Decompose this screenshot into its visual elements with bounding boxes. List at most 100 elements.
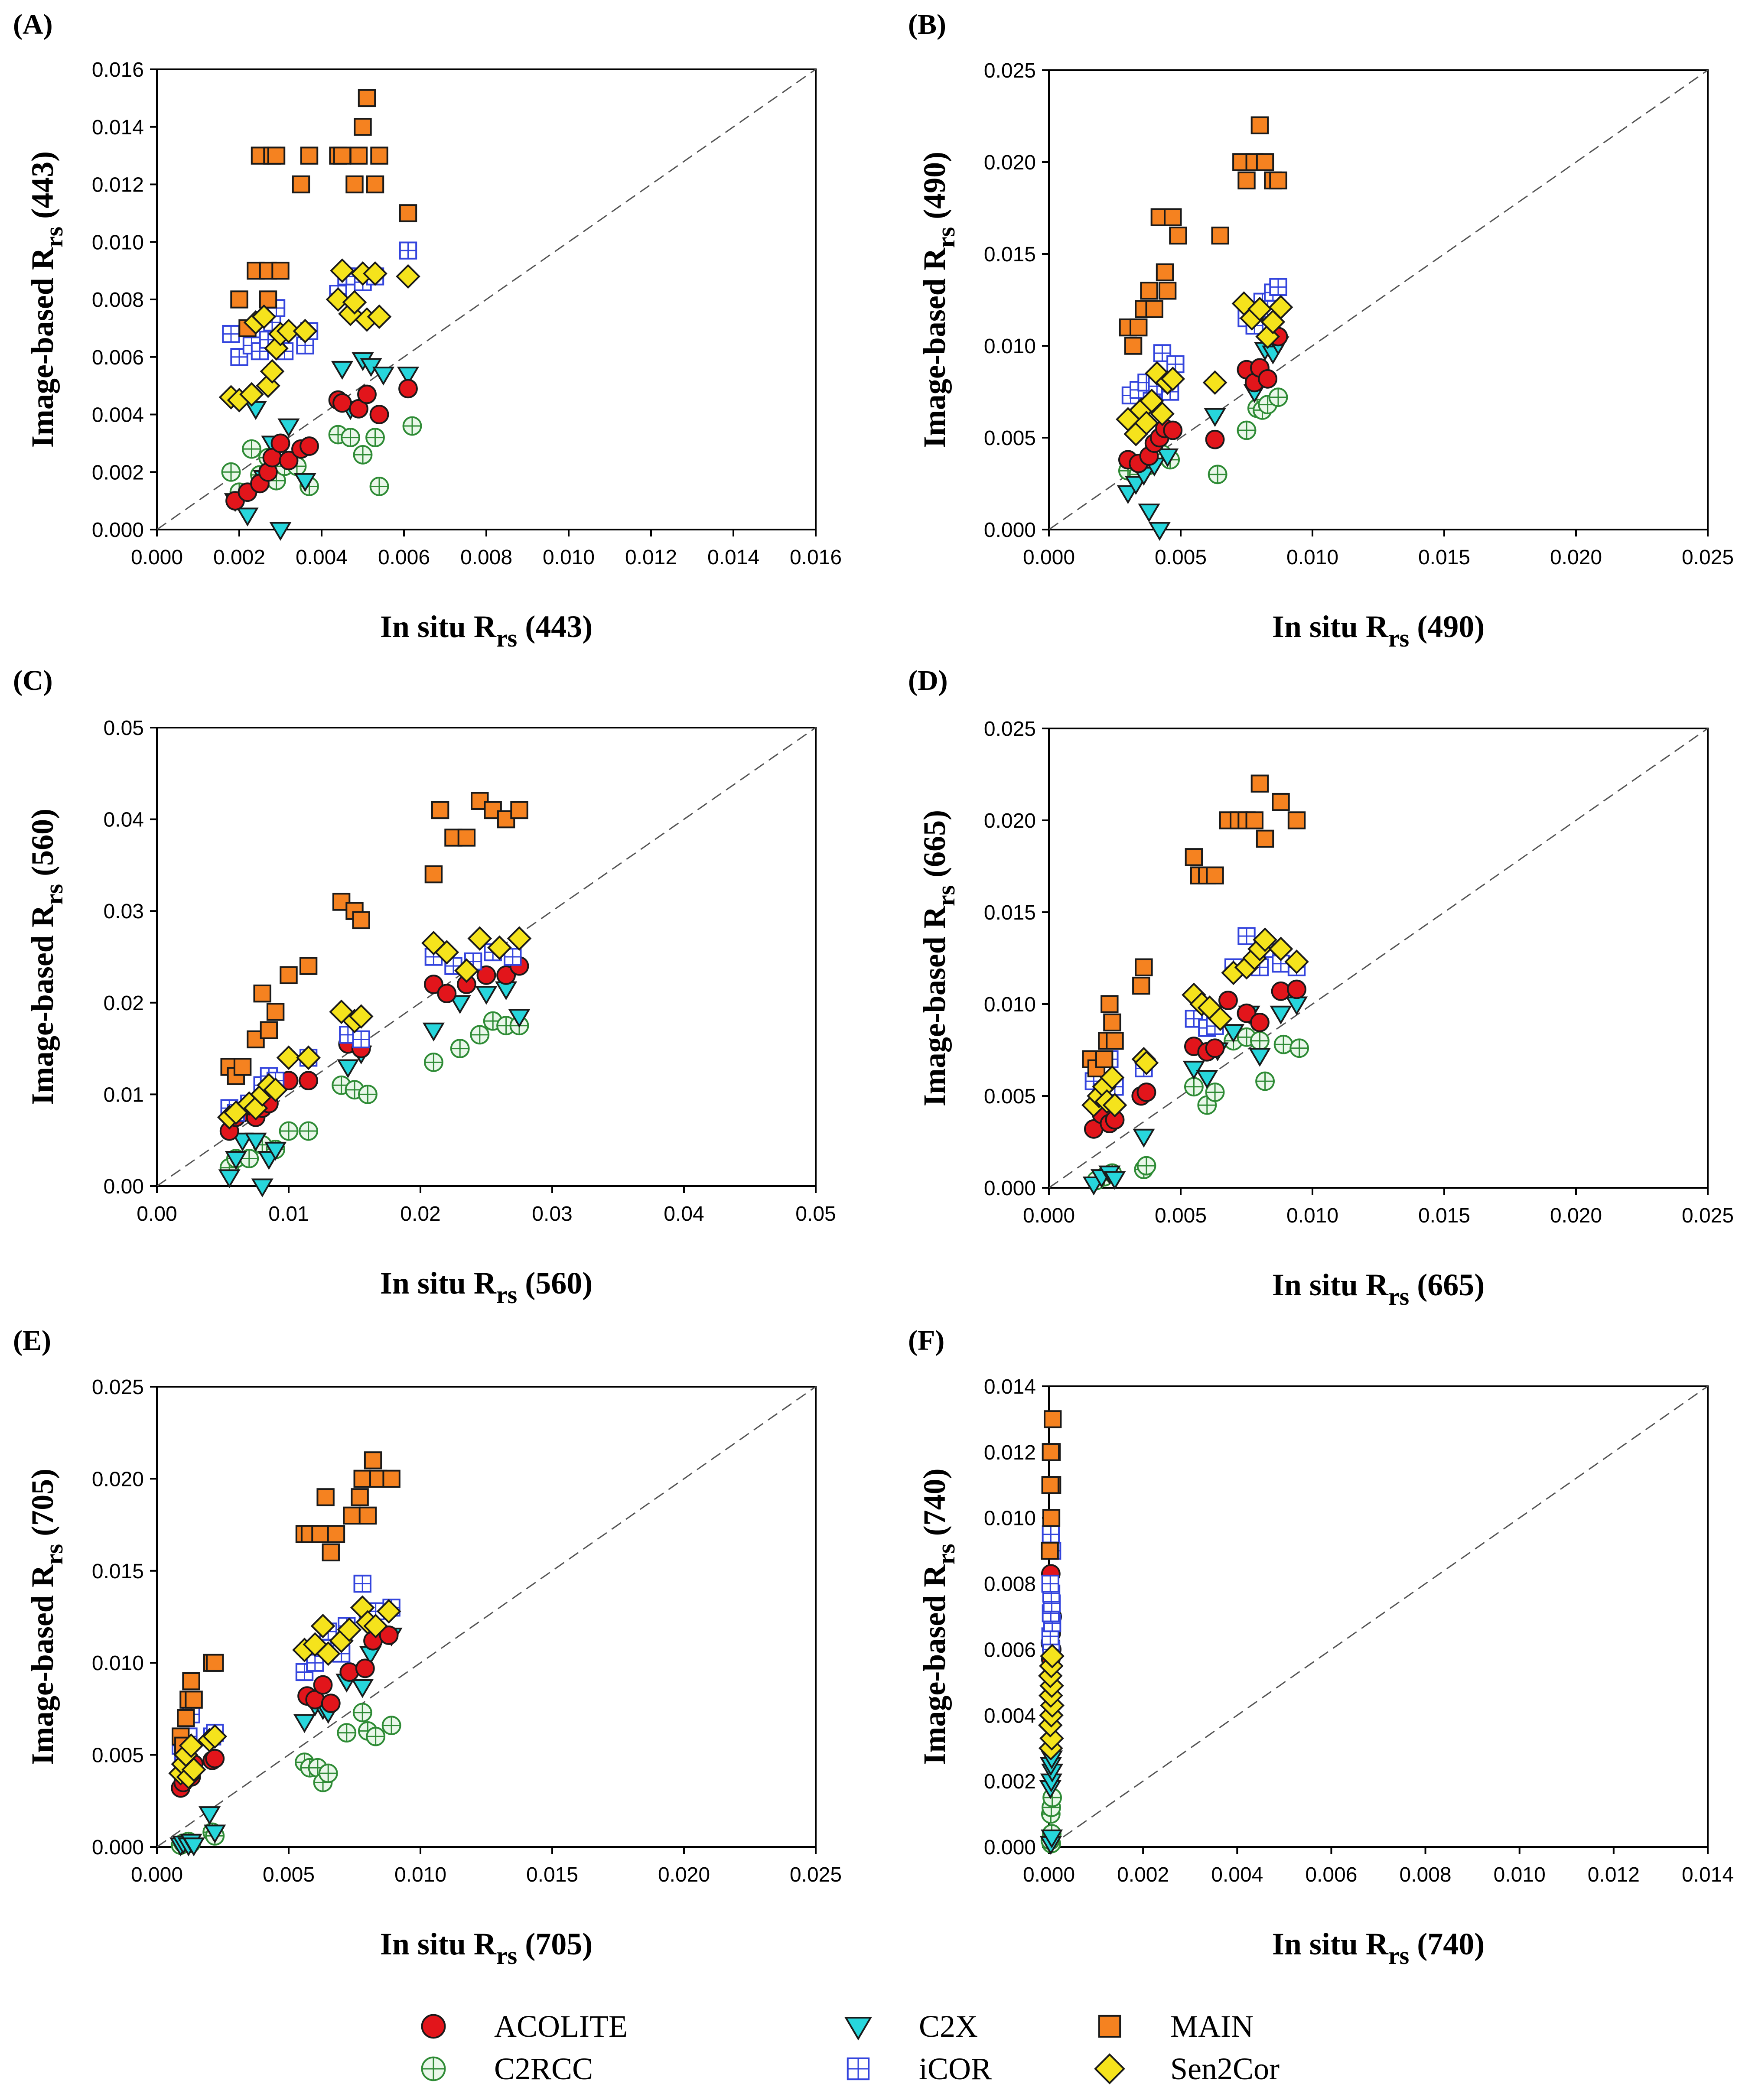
point-main xyxy=(349,146,368,165)
point-sen2cor xyxy=(1202,370,1228,395)
y-tick-label: 0.00 xyxy=(104,1175,144,1198)
point-main xyxy=(206,1654,224,1672)
y-tick-label: 0.000 xyxy=(92,1836,144,1859)
point-sen2cor xyxy=(1134,1050,1159,1076)
x-tick-label: 0.000 xyxy=(131,546,183,569)
point-sen2cor xyxy=(263,1077,288,1102)
x-axis-title: In situ Rrs (740) xyxy=(1272,1927,1485,1970)
series-sen2cor xyxy=(168,1595,401,1789)
x-tick-label: 0.00 xyxy=(137,1203,177,1226)
series-sen2cor xyxy=(217,926,532,1130)
point-sen2cor xyxy=(348,1004,374,1029)
point-sen2cor xyxy=(1253,927,1277,952)
point-c2rcc xyxy=(1289,1038,1309,1058)
point-c2rcc xyxy=(366,1726,386,1746)
y-tick-label: 0.015 xyxy=(92,1560,144,1583)
y-tick-label: 0.015 xyxy=(984,243,1036,266)
point-sen2cor xyxy=(342,290,367,315)
point-c2rcc xyxy=(279,1121,299,1141)
point-c2x xyxy=(269,522,292,541)
point-sen2cor xyxy=(179,1733,204,1758)
point-acolite xyxy=(357,384,377,404)
point-c2rcc xyxy=(341,428,360,447)
point-c2x xyxy=(1182,1060,1205,1080)
y-tick-label: 0.012 xyxy=(984,1441,1036,1464)
point-c2x xyxy=(508,1009,531,1028)
point-c2x xyxy=(1156,448,1179,468)
legend-marker xyxy=(421,2056,446,2081)
point-sen2cor xyxy=(363,261,387,286)
point-acolite xyxy=(1205,429,1225,449)
y-tick-label: 0.03 xyxy=(104,900,144,923)
y-tick-label: 0.015 xyxy=(984,901,1036,924)
point-sen2cor xyxy=(1100,1065,1125,1090)
x-tick-label: 0.025 xyxy=(790,1863,842,1886)
plot-frame xyxy=(1048,69,1709,530)
point-sen2cor xyxy=(507,926,532,951)
point-main xyxy=(327,1525,345,1543)
point-c2x xyxy=(225,1151,247,1170)
point-c2rcc xyxy=(1184,1077,1204,1097)
point-c2x xyxy=(1196,1070,1218,1089)
x-tick-label: 0.008 xyxy=(460,546,512,569)
point-main xyxy=(260,1021,278,1039)
point-main xyxy=(1287,811,1306,829)
y-axis-title: Image-based Rrs (740) xyxy=(917,1468,960,1765)
point-acolite xyxy=(332,393,352,413)
point-main xyxy=(266,1003,285,1021)
y-tick-label: 0.02 xyxy=(104,992,144,1015)
point-c2rcc xyxy=(1237,420,1257,440)
panel-label: (F) xyxy=(908,1325,944,1356)
point-c2x xyxy=(449,995,471,1014)
point-c2x xyxy=(1133,1128,1155,1148)
x-tick-label: 0.000 xyxy=(131,1863,183,1886)
point-main xyxy=(1164,208,1182,226)
x-tick-label: 0.005 xyxy=(1155,546,1207,569)
point-main xyxy=(182,1672,200,1690)
point-icor xyxy=(1237,927,1256,945)
point-c2x xyxy=(182,1837,205,1856)
x-tick-label: 0.004 xyxy=(296,546,348,569)
point-icor xyxy=(399,241,417,260)
point-c2x xyxy=(218,1169,241,1188)
x-tick-label: 0.015 xyxy=(1418,1204,1470,1227)
point-c2x xyxy=(277,418,300,438)
point-main xyxy=(1132,976,1150,995)
legend-item-c2x: C2X xyxy=(844,2009,978,2044)
point-main xyxy=(1041,1476,1059,1494)
panel-c: (C) 0.00 0.00 0.01 0.01 0.02 0.02 0.03 0.03 0.04 0… xyxy=(13,665,836,1309)
y-axis-title: Image-based Rrs (560) xyxy=(25,809,68,1105)
point-c2rcc xyxy=(242,439,261,459)
point-main xyxy=(1269,171,1287,190)
point-main xyxy=(1250,774,1269,793)
x-tick-label: 0.005 xyxy=(1155,1204,1207,1227)
legend-label: Sen2Cor xyxy=(1170,2051,1280,2086)
panel-f: (F) 0.000 0.000 0.002 0.002 0.004 0.004 0.006 0.… xyxy=(908,1325,1734,1970)
legend-item-sen2cor: Sen2Cor xyxy=(1094,2051,1280,2086)
point-main xyxy=(1043,1410,1062,1428)
point-main xyxy=(1145,300,1163,318)
series-main xyxy=(1082,774,1306,1078)
series-main xyxy=(220,792,528,1085)
point-icor xyxy=(222,325,240,343)
point-acolite xyxy=(496,965,516,985)
series-main xyxy=(1041,1410,1062,1560)
point-sen2cor xyxy=(1284,949,1309,974)
y-tick-label: 0.000 xyxy=(984,1836,1036,1859)
point-sen2cor xyxy=(326,287,351,312)
y-tick-label: 0.010 xyxy=(92,1652,144,1675)
y-tick-label: 0.000 xyxy=(984,519,1036,542)
point-main xyxy=(333,146,352,165)
point-main xyxy=(457,829,476,847)
point-acolite xyxy=(1237,1003,1257,1023)
legend: ACOLITE C2X MAIN C2RCC iCOR Sen2Cor xyxy=(421,2009,1280,2086)
point-c2rcc xyxy=(1268,387,1288,407)
series-main xyxy=(172,1451,400,1755)
point-main xyxy=(300,146,319,165)
point-main xyxy=(370,146,388,165)
point-main xyxy=(399,204,417,222)
legend-item-main: MAIN xyxy=(1098,2009,1254,2044)
point-sen2cor xyxy=(367,304,392,329)
point-c2rcc xyxy=(318,1763,338,1783)
